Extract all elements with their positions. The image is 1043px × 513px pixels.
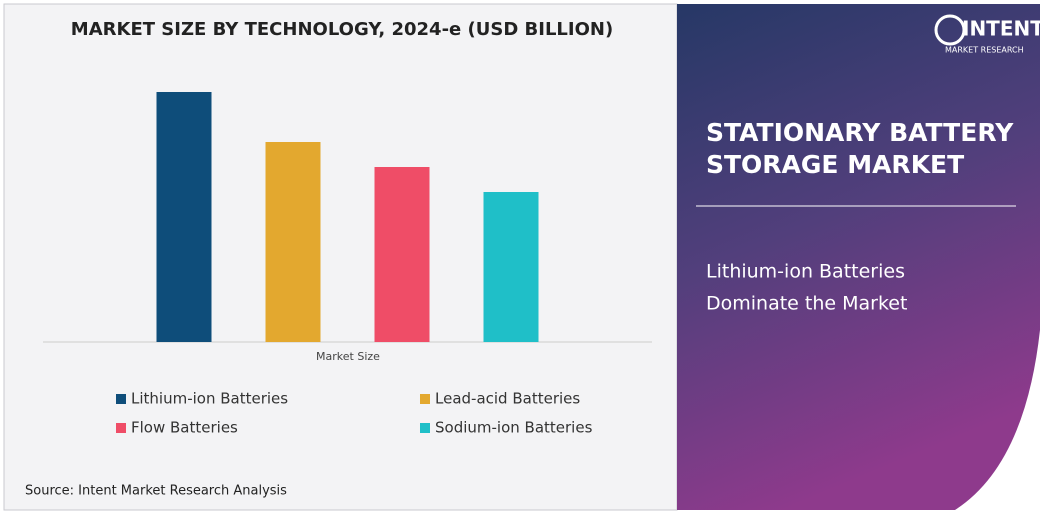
source: Source: Intent Market Research Analysis [25,484,287,499]
legend-label: Lithium-ion Batteries [131,390,288,408]
legend-swatch [420,423,430,433]
panel-subtitle: Lithium-ion Batteries [706,261,905,283]
bar [483,192,539,342]
legend-label: Flow Batteries [131,419,238,437]
panel-subtitle: Dominate the Market [706,293,907,315]
panel-title: STATIONARY BATTERY [706,118,1014,147]
info-panel [677,4,1040,510]
x-tick-label: Market Size [316,350,380,363]
bar [156,92,212,342]
logo-icon [934,14,966,46]
logo-tagline: MARKET RESEARCH [945,46,1024,55]
legend-label: Sodium-ion Batteries [435,419,593,437]
logo-name: INTENT [962,17,1043,41]
legend-label: Lead-acid Batteries [435,390,580,408]
legend-swatch [116,423,126,433]
legend-swatch [420,394,430,404]
panel-title: STORAGE MARKET [706,150,964,179]
chart-title: MARKET SIZE BY TECHNOLOGY, 2024-e (USD B… [71,19,613,40]
bar [265,142,321,342]
legend-swatch [116,394,126,404]
bar [374,167,430,342]
